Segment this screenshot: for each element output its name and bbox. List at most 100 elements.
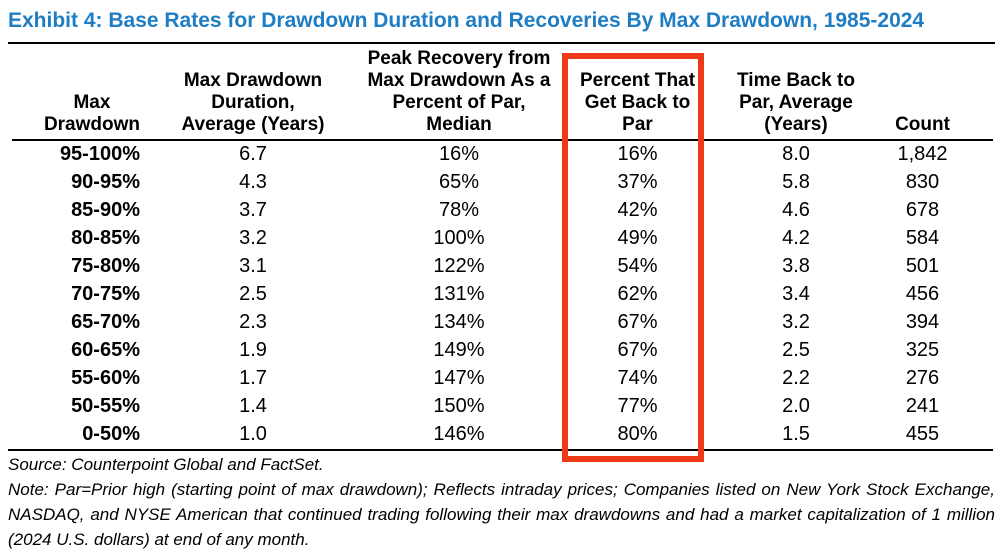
column-header-time-back-label: Time Back to Par, Average (Years) — [737, 70, 855, 135]
cell-pct_back_to_par: 49% — [617, 227, 658, 249]
cell-pct_back_to_par: 67% — [617, 339, 658, 361]
cell-max_drawdown: 95-100% — [59, 143, 140, 165]
cell-pct_back_to_par: 54% — [617, 255, 658, 277]
exhibit-title: Exhibit 4: Base Rates for Drawdown Durat… — [8, 9, 925, 32]
cell-duration: 1.7 — [239, 367, 267, 389]
cell-time_back: 4.6 — [782, 199, 810, 221]
column-header-peak-recovery: Peak Recovery from Max Drawdown As a Per… — [358, 48, 560, 140]
header-row: Max Drawdown Max Drawdown Duration, Aver… — [12, 48, 968, 140]
cell-count: 455 — [905, 423, 940, 445]
cell-max_drawdown: 85-90% — [71, 199, 140, 221]
cell-peak_recovery: 131% — [433, 283, 485, 305]
cell-max_drawdown: 60-65% — [71, 339, 140, 361]
cell-peak_recovery: 65% — [438, 171, 480, 193]
column-header-max-drawdown: Max Drawdown — [12, 48, 148, 140]
cell-count: 830 — [905, 171, 940, 193]
cell-time_back: 8.0 — [782, 143, 810, 165]
cell-time_back: 1.5 — [782, 423, 810, 445]
cell-max_drawdown: 80-85% — [71, 227, 140, 249]
column-header-duration: Max Drawdown Duration, Average (Years) — [148, 48, 358, 140]
cell-count: 394 — [905, 311, 940, 333]
cell-time_back: 2.2 — [782, 367, 810, 389]
table-header: Max Drawdown Max Drawdown Duration, Aver… — [12, 48, 968, 140]
table-bottom-divider — [8, 449, 993, 451]
column-header-peak-recovery-label: Peak Recovery from Max Drawdown As a Per… — [367, 48, 551, 135]
column-header-duration-label: Max Drawdown Duration, Average (Years) — [181, 70, 325, 135]
table-row: 65-70% 2.3 134% 67% 3.2 394 — [12, 308, 968, 336]
cell-pct_back_to_par: 67% — [617, 311, 658, 333]
cell-peak_recovery: 122% — [433, 255, 485, 277]
cell-peak_recovery: 16% — [438, 143, 480, 165]
cell-duration: 1.0 — [239, 423, 267, 445]
column-header-pct-back-to-par-label: Percent That Get Back to Par — [579, 70, 696, 135]
table-row: 90-95% 4.3 65% 37% 5.8 830 — [12, 168, 968, 196]
title-divider — [8, 42, 995, 44]
cell-max_drawdown: 0-50% — [82, 423, 140, 445]
cell-count: 1,842 — [897, 143, 948, 165]
cell-time_back: 3.4 — [782, 283, 810, 305]
cell-max_drawdown: 65-70% — [71, 311, 140, 333]
cell-peak_recovery: 149% — [433, 339, 485, 361]
cell-duration: 2.5 — [239, 283, 267, 305]
table-body: 95-100% 6.7 16% 16% 8.0 1,842 90-95% 4.3 65% 37% 5… — [12, 140, 968, 448]
header-divider — [12, 139, 993, 141]
cell-pct_back_to_par: 62% — [617, 283, 658, 305]
cell-pct_back_to_par: 74% — [617, 367, 658, 389]
cell-time_back: 3.2 — [782, 311, 810, 333]
column-header-count: Count — [877, 48, 968, 140]
table-row: 60-65% 1.9 149% 67% 2.5 325 — [12, 336, 968, 364]
cell-count: 325 — [905, 339, 940, 361]
cell-peak_recovery: 146% — [433, 423, 485, 445]
table-row: 50-55% 1.4 150% 77% 2.0 241 — [12, 392, 968, 420]
cell-duration: 3.1 — [239, 255, 267, 277]
cell-peak_recovery: 100% — [433, 227, 485, 249]
cell-time_back: 5.8 — [782, 171, 810, 193]
cell-pct_back_to_par: 77% — [617, 395, 658, 417]
cell-count: 241 — [905, 395, 940, 417]
cell-peak_recovery: 78% — [438, 199, 480, 221]
cell-peak_recovery: 150% — [433, 395, 485, 417]
table-row: 70-75% 2.5 131% 62% 3.4 456 — [12, 280, 968, 308]
column-header-max-drawdown-label: Max Drawdown — [43, 92, 140, 135]
cell-pct_back_to_par: 80% — [617, 423, 658, 445]
table-row: 55-60% 1.7 147% 74% 2.2 276 — [12, 364, 968, 392]
table-row: 80-85% 3.2 100% 49% 4.2 584 — [12, 224, 968, 252]
cell-pct_back_to_par: 37% — [617, 171, 658, 193]
cell-count: 501 — [905, 255, 940, 277]
cell-pct_back_to_par: 42% — [617, 199, 658, 221]
cell-duration: 1.4 — [239, 395, 267, 417]
drawdown-table: Max Drawdown Max Drawdown Duration, Aver… — [12, 48, 968, 448]
cell-duration: 6.7 — [239, 143, 267, 165]
cell-time_back: 2.5 — [782, 339, 810, 361]
column-header-time-back: Time Back to Par, Average (Years) — [715, 48, 877, 140]
source-note: Source: Counterpoint Global and FactSet. — [8, 455, 324, 474]
cell-duration: 1.9 — [239, 339, 267, 361]
cell-count: 276 — [905, 367, 940, 389]
cell-max_drawdown: 55-60% — [71, 367, 140, 389]
cell-duration: 4.3 — [239, 171, 267, 193]
cell-peak_recovery: 134% — [433, 311, 485, 333]
cell-max_drawdown: 90-95% — [71, 171, 140, 193]
cell-count: 678 — [905, 199, 940, 221]
cell-max_drawdown: 50-55% — [71, 395, 140, 417]
cell-duration: 3.2 — [239, 227, 267, 249]
methodology-note: Note: Par=Prior high (starting point of … — [8, 480, 995, 549]
cell-time_back: 3.8 — [782, 255, 810, 277]
cell-time_back: 4.2 — [782, 227, 810, 249]
cell-max_drawdown: 75-80% — [71, 255, 140, 277]
table-row: 95-100% 6.7 16% 16% 8.0 1,842 — [12, 140, 968, 168]
cell-duration: 2.3 — [239, 311, 267, 333]
cell-count: 456 — [905, 283, 940, 305]
cell-duration: 3.7 — [239, 199, 267, 221]
column-header-pct-back-to-par: Percent That Get Back to Par — [560, 48, 715, 140]
cell-pct_back_to_par: 16% — [617, 143, 658, 165]
cell-peak_recovery: 147% — [433, 367, 485, 389]
cell-count: 584 — [905, 227, 940, 249]
cell-time_back: 2.0 — [782, 395, 810, 417]
table-row: 85-90% 3.7 78% 42% 4.6 678 — [12, 196, 968, 224]
table-row: 75-80% 3.1 122% 54% 3.8 501 — [12, 252, 968, 280]
column-header-count-label: Count — [895, 114, 950, 135]
cell-max_drawdown: 70-75% — [71, 283, 140, 305]
table-row: 0-50% 1.0 146% 80% 1.5 455 — [12, 420, 968, 448]
